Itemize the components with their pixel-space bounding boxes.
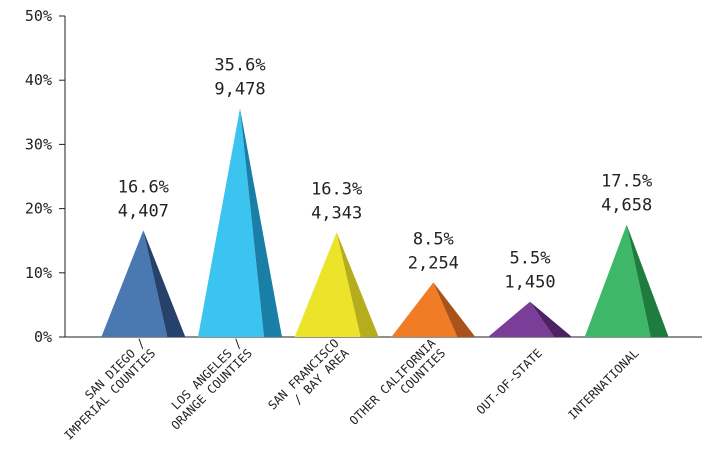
bar-shade	[530, 301, 572, 337]
data-label-count: 4,658	[601, 196, 652, 216]
bar	[391, 282, 458, 337]
bar-shade	[433, 282, 476, 337]
y-tick-label: 50%	[25, 7, 52, 25]
data-label-count: 4,343	[311, 203, 362, 223]
category-labels: SAN DIEGO /IMPERIAL COUNTIES LOS ANGELES …	[62, 336, 642, 443]
data-label-count: 2,254	[408, 253, 459, 273]
y-tick-label: 0%	[34, 328, 52, 346]
x-tick-label: SAN DIEGO /IMPERIAL COUNTIES	[62, 336, 159, 443]
data-label-percent: 16.3%	[311, 179, 362, 199]
bar	[294, 232, 361, 337]
x-tick-label: INTERNATIONAL	[565, 346, 641, 422]
bar-shade	[240, 108, 282, 337]
y-tick-label: 10%	[25, 264, 52, 282]
bar	[101, 230, 168, 337]
data-label-percent: 17.5%	[601, 172, 652, 192]
x-tick-label: OUT-OF-STATE	[474, 346, 545, 417]
x-tick-label-line: IMPERIAL COUNTIES	[62, 346, 159, 443]
bar	[488, 301, 554, 337]
bar-shade	[143, 230, 186, 337]
data-label-percent: 16.6%	[118, 177, 169, 197]
y-tick-label: 40%	[25, 71, 52, 89]
data-label-count: 9,478	[214, 79, 265, 99]
x-tick-label: SAN FRANCISCO/ BAY AREA	[265, 336, 352, 412]
data-label-percent: 5.5%	[510, 249, 551, 269]
bar-shade	[336, 232, 379, 337]
data-label-percent: 35.6%	[214, 55, 265, 75]
bar-shade	[626, 224, 669, 337]
bar	[198, 108, 264, 337]
x-tick-label-line: INTERNATIONAL	[565, 346, 641, 422]
x-tick-label: LOS ANGELES /ORANGE COUNTIES	[168, 336, 255, 432]
y-tick-label: 20%	[25, 200, 52, 218]
data-label-percent: 8.5%	[413, 229, 454, 249]
chart-data-labels: 16.6% 4,407 35.6% 9,478 16.3% 4,343 8.5% 2,254 5…	[118, 55, 653, 292]
y-tick-label: 30%	[25, 135, 52, 153]
x-tick-label-line: OUT-OF-STATE	[474, 346, 545, 417]
data-label-count: 1,450	[504, 273, 555, 293]
bar	[584, 224, 651, 337]
x-tick-label-line: OTHER CALIFORNIA	[347, 336, 439, 428]
data-label-count: 4,407	[118, 201, 169, 221]
chart-bars	[101, 108, 669, 337]
